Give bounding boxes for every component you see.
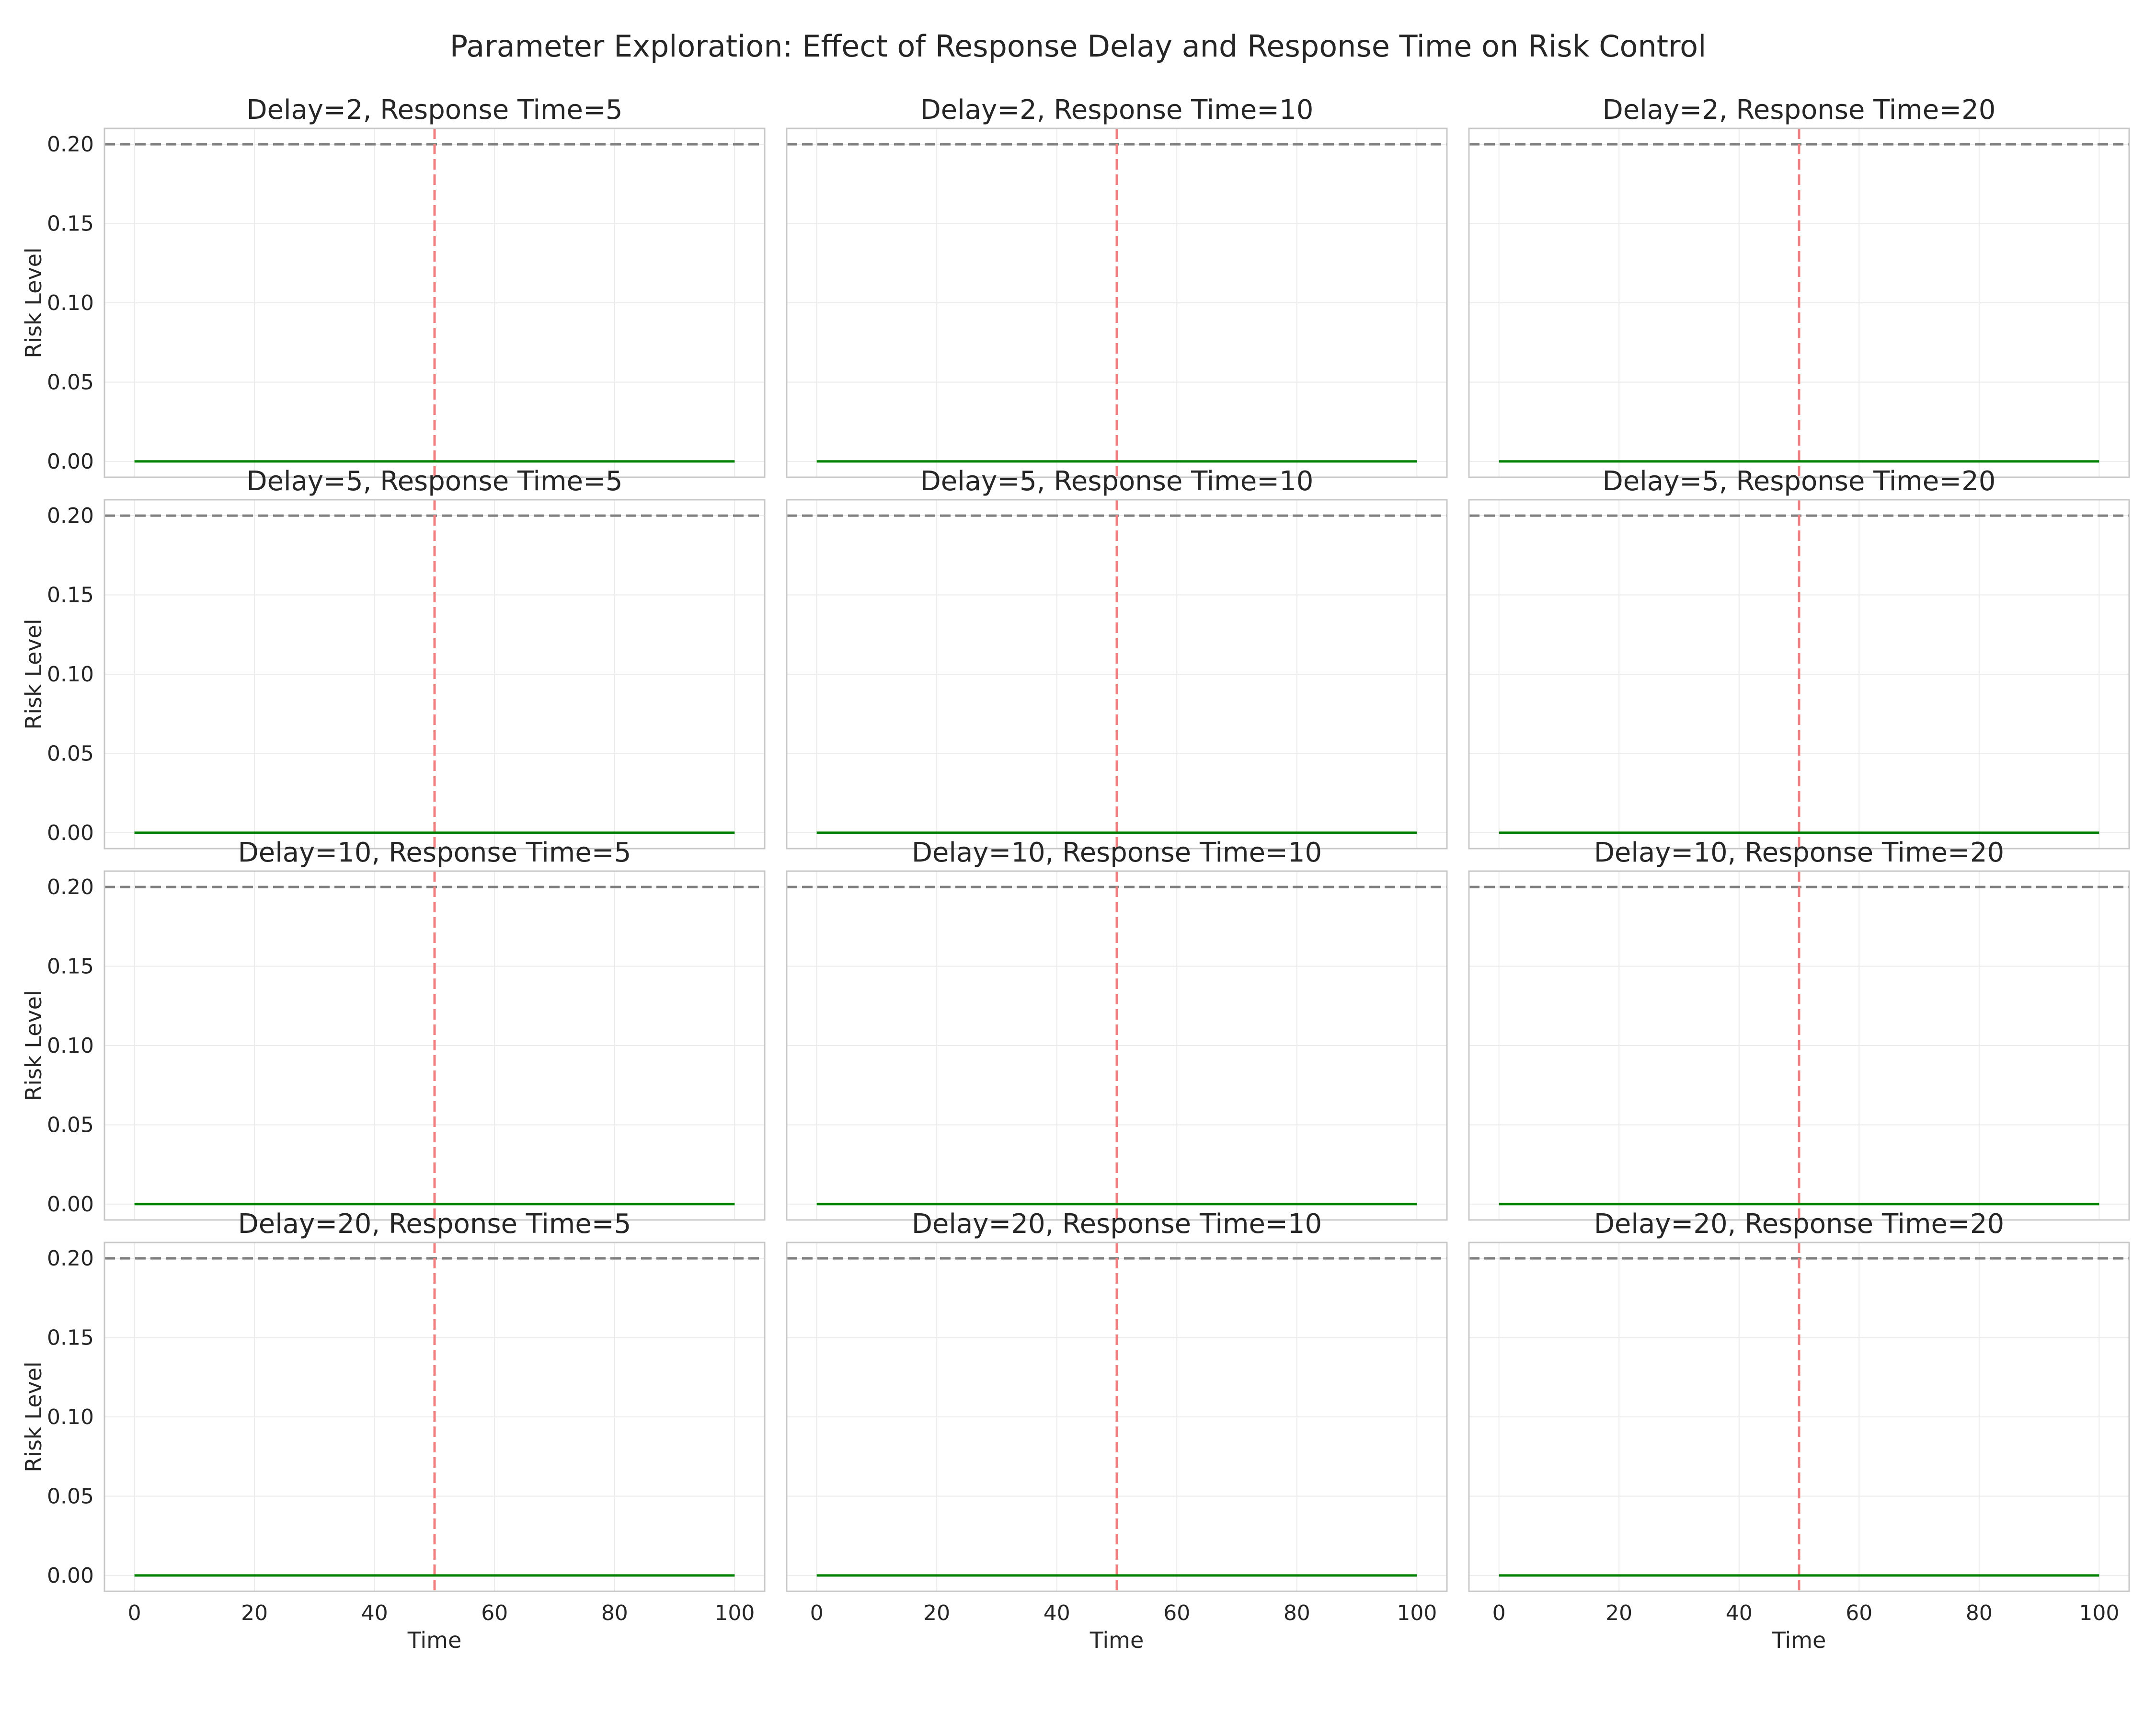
x-tick-label: 80 xyxy=(601,1601,628,1625)
subplot-title: Delay=10, Response Time=20 xyxy=(1594,837,2004,868)
y-tick-label: 0.05 xyxy=(47,370,94,394)
x-tick-label: 20 xyxy=(1606,1601,1632,1625)
x-tick-label: 100 xyxy=(2079,1601,2119,1625)
x-axis-label: Time xyxy=(1772,1627,1826,1653)
axes-frame xyxy=(1468,1242,2130,1592)
y-tick-label: 0.00 xyxy=(47,821,94,845)
y-tick-label: 0.05 xyxy=(47,741,94,766)
subplot-title: Delay=10, Response Time=5 xyxy=(238,837,631,868)
x-tick-label: 60 xyxy=(1846,1601,1872,1625)
subplot-title: Delay=2, Response Time=10 xyxy=(920,94,1314,126)
x-tick-label: 20 xyxy=(923,1601,950,1625)
x-tick-label: 0 xyxy=(810,1601,824,1625)
y-tick-label: 0.20 xyxy=(47,132,94,157)
subplot: Delay=20, Response Time=5 0.00 0.05 0.10 0.1… xyxy=(21,1208,766,1653)
figure-title: Parameter Exploration: Effect of Respons… xyxy=(450,29,1707,64)
y-axis-label: Risk Level xyxy=(21,619,46,729)
axes-frame xyxy=(786,127,1448,478)
y-tick-label: 0.15 xyxy=(47,212,94,236)
axes-frame xyxy=(786,499,1448,850)
axes-frame xyxy=(1468,870,2130,1221)
y-tick-label: 0.10 xyxy=(47,1034,94,1058)
subplot-title: Delay=5, Response Time=5 xyxy=(246,466,622,497)
axes-frame xyxy=(103,1242,766,1592)
subplot: Delay=10, Response Time=10 xyxy=(786,837,1448,1221)
subplot: Delay=20, Response Time=10 0 20 40 60 80 100 Ti… xyxy=(786,1208,1448,1653)
subplot-title: Delay=10, Response Time=10 xyxy=(912,837,1322,868)
axes-frame xyxy=(1468,127,2130,478)
subplot-title: Delay=5, Response Time=20 xyxy=(1603,466,1996,497)
y-tick-label: 0.00 xyxy=(47,1564,94,1588)
x-tick-label: 40 xyxy=(361,1601,388,1625)
y-tick-label: 0.05 xyxy=(47,1113,94,1137)
y-axis-label: Risk Level xyxy=(21,247,46,358)
y-axis-label: Risk Level xyxy=(21,1361,46,1472)
x-axis-label: Time xyxy=(407,1627,462,1653)
x-tick-label: 60 xyxy=(1163,1601,1190,1625)
subplot: Delay=5, Response Time=5 0.00 0.05 0.10 0.15… xyxy=(21,466,766,850)
y-tick-label: 0.00 xyxy=(47,449,94,474)
subplot-title: Delay=20, Response Time=5 xyxy=(238,1208,631,1240)
y-tick-label: 0.15 xyxy=(47,583,94,608)
x-tick-label: 0 xyxy=(1492,1601,1506,1625)
y-tick-label: 0.20 xyxy=(47,875,94,899)
x-tick-label: 80 xyxy=(1966,1601,1993,1625)
x-axis-label: Time xyxy=(1089,1627,1144,1653)
x-tick-label: 80 xyxy=(1284,1601,1310,1625)
subplot: Delay=2, Response Time=5 0.00 0.05 0.10 0.15… xyxy=(21,94,766,478)
subplot: Delay=5, Response Time=20 xyxy=(1468,466,2130,850)
subplot: Delay=10, Response Time=5 0.00 0.05 0.10 0.1… xyxy=(21,837,766,1221)
y-tick-label: 0.15 xyxy=(47,954,94,979)
x-tick-label: 100 xyxy=(714,1601,755,1625)
subplot-title: Delay=2, Response Time=5 xyxy=(246,94,622,126)
subplot: Delay=2, Response Time=20 xyxy=(1468,94,2130,478)
y-tick-label: 0.05 xyxy=(47,1484,94,1508)
x-tick-label: 0 xyxy=(128,1601,141,1625)
axes-frame xyxy=(1468,499,2130,850)
y-axis-label: Risk Level xyxy=(21,990,46,1101)
subplot: Delay=2, Response Time=10 xyxy=(786,94,1448,478)
x-tick-label: 40 xyxy=(1726,1601,1753,1625)
subplot: Delay=10, Response Time=20 xyxy=(1468,837,2130,1221)
y-tick-label: 0.10 xyxy=(47,662,94,687)
axes-frame xyxy=(103,127,766,478)
y-tick-label: 0.20 xyxy=(47,1246,94,1271)
x-tick-label: 60 xyxy=(481,1601,508,1625)
subplot-title: Delay=20, Response Time=20 xyxy=(1594,1208,2004,1240)
subplot-title: Delay=2, Response Time=20 xyxy=(1603,94,1996,126)
x-tick-label: 100 xyxy=(1397,1601,1437,1625)
y-tick-label: 0.10 xyxy=(47,291,94,315)
axes-frame xyxy=(103,499,766,850)
subplot: Delay=5, Response Time=10 xyxy=(786,466,1448,850)
axes-frame xyxy=(786,870,1448,1221)
axes-frame xyxy=(103,870,766,1221)
x-tick-label: 40 xyxy=(1044,1601,1070,1625)
subplot-grid: Delay=2, Response Time=5 0.00 0.05 0.10 0.15… xyxy=(21,94,2130,1653)
subplot-title: Delay=20, Response Time=10 xyxy=(912,1208,1322,1240)
axes-frame xyxy=(786,1242,1448,1592)
x-tick-label: 20 xyxy=(241,1601,268,1625)
subplot-title: Delay=5, Response Time=10 xyxy=(920,466,1314,497)
y-tick-label: 0.15 xyxy=(47,1326,94,1350)
y-tick-label: 0.00 xyxy=(47,1192,94,1217)
y-tick-label: 0.20 xyxy=(47,504,94,528)
subplot: Delay=20, Response Time=20 0 20 40 60 80 100 Ti… xyxy=(1468,1208,2130,1653)
y-tick-label: 0.10 xyxy=(47,1405,94,1429)
